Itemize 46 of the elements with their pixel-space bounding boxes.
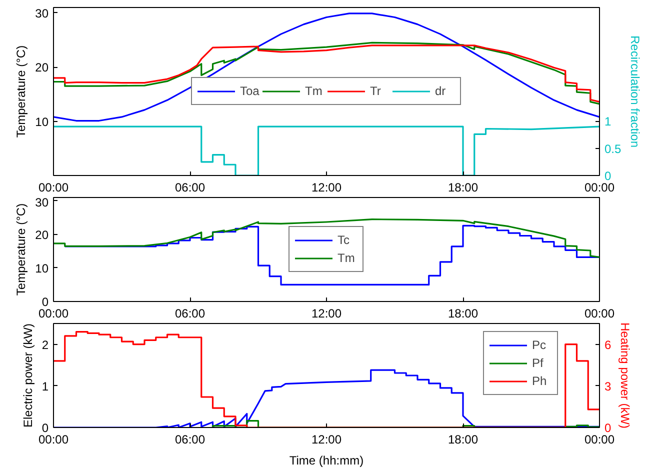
x-tick-label: 18:00 [448,180,478,194]
y2-tick-label: 0 [604,421,612,435]
y-tick-label: 1 [42,379,49,394]
legend-label: Tm [338,250,356,266]
x-tick-label: 12:00 [311,432,342,446]
x-tick-label: 00:00 [584,432,615,446]
y2-tick-label: 3 [604,379,612,394]
y2-tick-label: 0.5 [604,142,622,156]
x-tick-label: 06:00 [174,306,206,320]
legend-label: Tc [338,232,350,248]
y-axis-title: Temperature (°C) [14,45,28,138]
y2-tick-label: 0 [604,169,612,183]
y-tick-label: 20 [35,228,49,242]
x-tick-label: 06:00 [174,180,206,194]
legend-label: Ph [532,373,548,389]
x-tick-label: 18:00 [448,306,478,320]
legend-label: Pc [532,337,548,353]
y-tick-label: 10 [35,261,49,276]
x-tick-label: 18:00 [448,432,478,446]
y2-tick-label: 1 [604,114,612,129]
y2-axis-title: Recirculation fraction [628,35,642,148]
x-tick-label: 00:00 [584,180,615,194]
y2-axis-title: Heating power (kW) [618,322,632,429]
legend-label: Tm [305,83,324,99]
y-tick-label: 30 [35,196,49,210]
y-tick-label: 30 [35,6,49,20]
legend-label: Pf [532,355,544,371]
x-tick-label: 12:00 [311,306,342,320]
y-tick-label: 0 [42,295,49,309]
y-axis-title: Temperature (°C) [14,203,28,296]
legend-label: Toa [240,83,260,99]
legend-label: Tr [370,83,382,99]
x-tick-label: 12:00 [311,180,342,194]
x-tick-label: 00:00 [584,306,615,320]
y-tick-label: 10 [35,114,49,129]
x-tick-label: 00:00 [38,432,69,446]
legend-label: dr [435,83,447,99]
x-tick-label: 06:00 [174,432,206,446]
y-axis-title: Electric power (kW) [20,323,35,428]
y-tick-label: 0 [42,421,49,435]
x-tick-label: 00:00 [38,306,69,320]
y-tick-label: 20 [35,60,49,75]
y-tick-label: 2 [42,338,49,352]
x-tick-label: 00:00 [38,180,69,194]
y2-tick-label: 6 [604,338,612,352]
x-axis-title: Time (hh:mm) [289,454,364,468]
